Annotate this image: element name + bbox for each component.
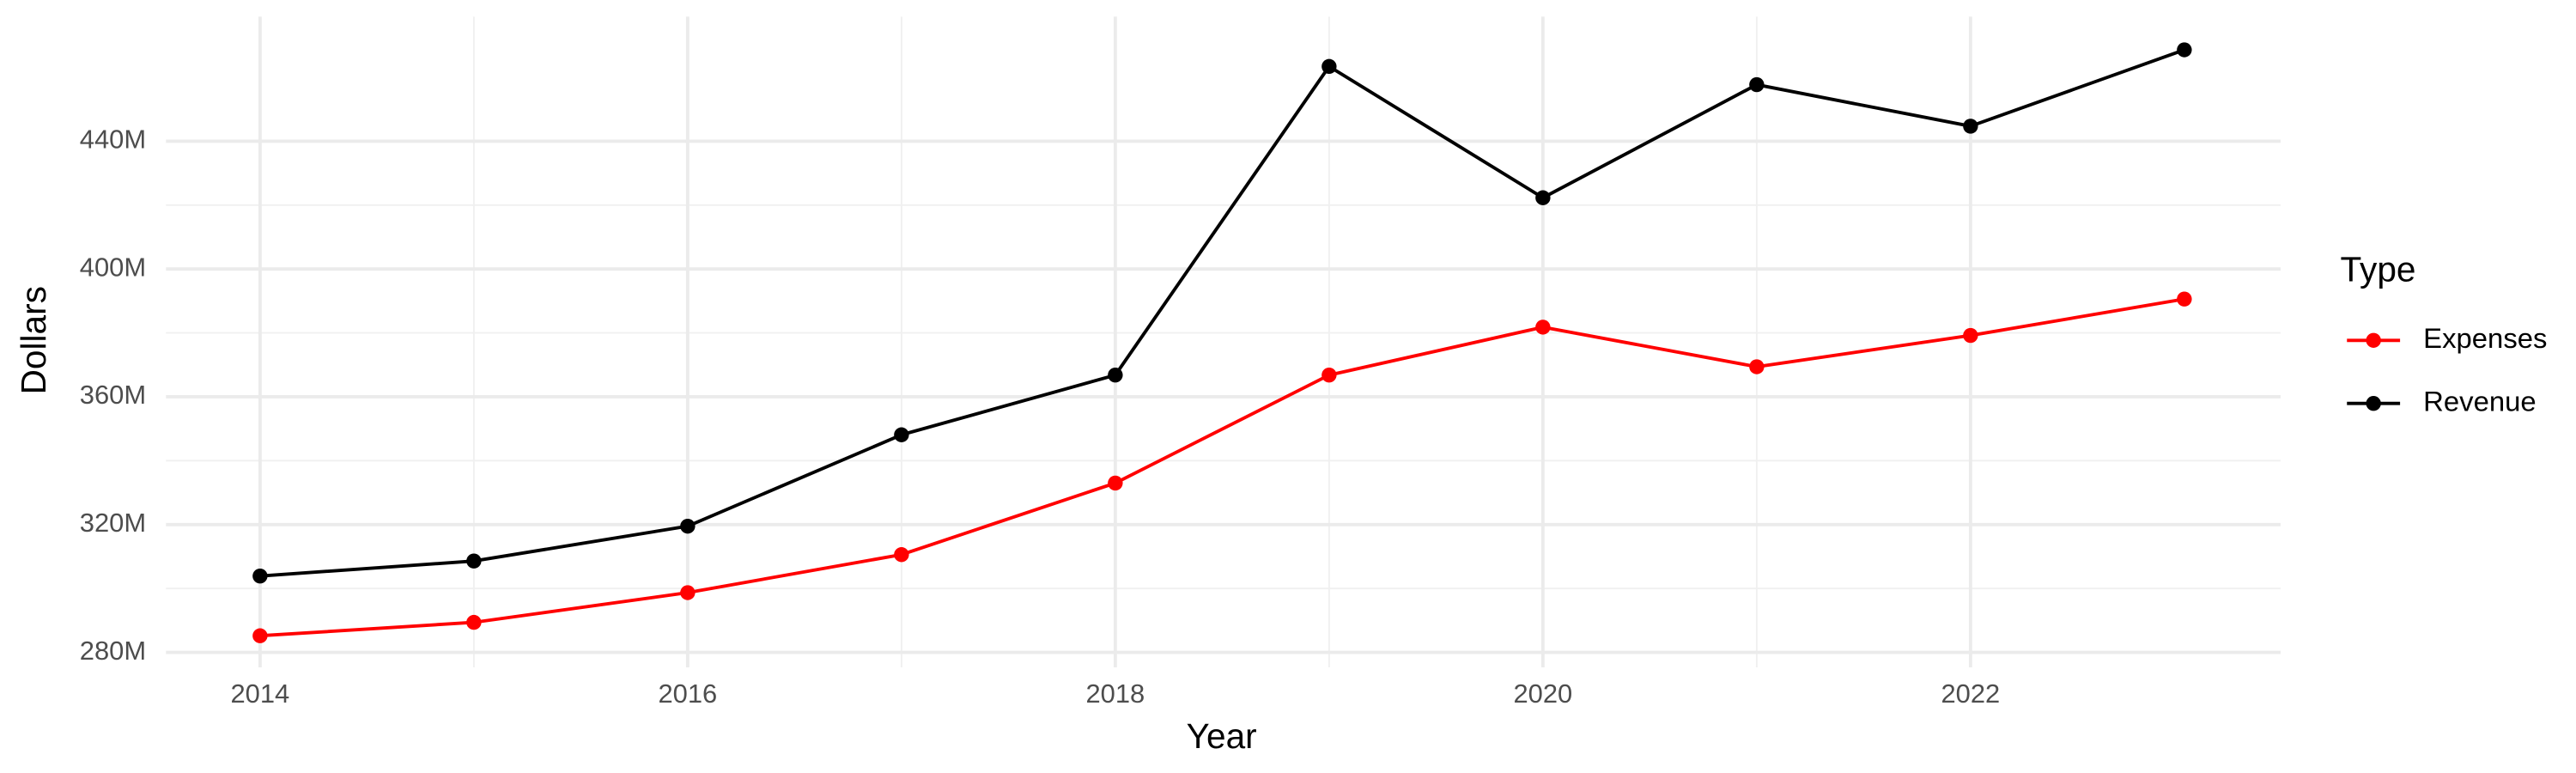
x-tick-label: 2018 (1085, 679, 1145, 709)
y-axis-title: Dollars (14, 286, 53, 394)
data-point (1321, 58, 1337, 75)
legend-label: Revenue (2423, 385, 2537, 417)
legend-marker (2366, 332, 2381, 348)
series-line (259, 297, 2185, 638)
data-point (894, 547, 909, 563)
data-point (1749, 76, 1765, 93)
data-point (1963, 119, 1978, 134)
y-tick-label: 360M (80, 380, 146, 410)
data-point (252, 628, 268, 643)
data-point (2177, 291, 2192, 307)
x-axis-title: Year (1187, 716, 1257, 756)
data-point (1749, 359, 1765, 374)
series-line (259, 48, 2185, 578)
legend-label: Expenses (2423, 322, 2547, 354)
data-point (1321, 367, 1337, 383)
legend-title: Type (2341, 250, 2416, 289)
data-point (466, 553, 482, 569)
y-tick-label: 400M (80, 252, 146, 282)
data-point (680, 585, 696, 600)
legend-marker (2366, 396, 2381, 411)
data-point (1108, 475, 1123, 491)
x-tick-label: 2022 (1941, 679, 2000, 709)
x-tick-label: 2020 (1513, 679, 1572, 709)
y-tick-label: 280M (80, 636, 146, 666)
y-tick-label: 440M (80, 125, 146, 155)
grid (166, 16, 2281, 668)
x-tick-label: 2016 (658, 679, 717, 709)
data-point (1963, 327, 1978, 344)
x-tick-label: 2014 (230, 679, 289, 709)
y-tick-label: 320M (80, 508, 146, 538)
data-point (2177, 42, 2192, 58)
data-point (252, 568, 268, 584)
data-point (1535, 190, 1551, 205)
data-point (1108, 367, 1123, 383)
data-point (1535, 320, 1551, 335)
data-point (680, 518, 696, 534)
data-point (894, 427, 909, 442)
data-point (466, 614, 482, 630)
